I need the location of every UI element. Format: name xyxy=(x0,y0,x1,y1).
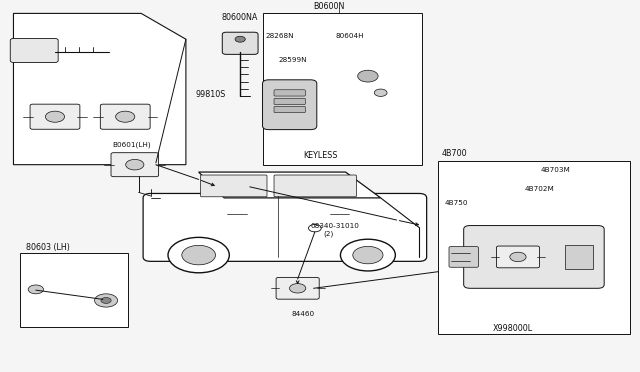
Text: X998000L: X998000L xyxy=(492,324,532,333)
Text: 80604H: 80604H xyxy=(336,32,365,39)
FancyBboxPatch shape xyxy=(276,278,319,299)
Circle shape xyxy=(95,294,118,307)
FancyBboxPatch shape xyxy=(222,32,258,54)
Text: 28599N: 28599N xyxy=(278,57,307,62)
Text: 84460: 84460 xyxy=(291,311,314,317)
Text: (2): (2) xyxy=(323,231,333,237)
Text: KEYLESS: KEYLESS xyxy=(303,151,337,160)
Circle shape xyxy=(28,285,44,294)
FancyBboxPatch shape xyxy=(274,106,305,113)
Circle shape xyxy=(116,111,135,122)
Text: 4B703M: 4B703M xyxy=(540,167,570,173)
Circle shape xyxy=(182,246,216,265)
Text: 28268N: 28268N xyxy=(266,32,294,39)
FancyBboxPatch shape xyxy=(464,225,604,288)
Circle shape xyxy=(289,283,306,293)
Text: 4B750: 4B750 xyxy=(445,201,468,206)
Text: 99810S: 99810S xyxy=(195,90,226,99)
FancyBboxPatch shape xyxy=(449,247,478,267)
FancyBboxPatch shape xyxy=(10,38,58,62)
Circle shape xyxy=(168,237,229,273)
Text: 80603 (LH): 80603 (LH) xyxy=(26,243,70,252)
Bar xyxy=(438,161,630,334)
Text: B0600N: B0600N xyxy=(314,1,345,10)
Text: 4B700: 4B700 xyxy=(442,149,467,158)
Circle shape xyxy=(510,252,526,262)
Polygon shape xyxy=(198,172,381,198)
Circle shape xyxy=(45,111,65,122)
FancyBboxPatch shape xyxy=(143,193,427,262)
Text: 80600NA: 80600NA xyxy=(222,13,259,22)
Text: B0601(LH): B0601(LH) xyxy=(113,141,151,148)
Text: 08340-31010: 08340-31010 xyxy=(310,222,359,228)
Bar xyxy=(262,13,422,165)
FancyBboxPatch shape xyxy=(274,90,305,96)
Circle shape xyxy=(235,36,245,42)
FancyBboxPatch shape xyxy=(100,104,150,129)
FancyBboxPatch shape xyxy=(30,104,80,129)
Circle shape xyxy=(374,89,387,96)
Circle shape xyxy=(353,246,383,264)
Text: 4B702M: 4B702M xyxy=(524,186,554,192)
FancyBboxPatch shape xyxy=(200,175,267,197)
Circle shape xyxy=(125,160,144,170)
FancyBboxPatch shape xyxy=(262,80,317,129)
FancyBboxPatch shape xyxy=(111,153,159,177)
FancyBboxPatch shape xyxy=(274,175,356,197)
FancyBboxPatch shape xyxy=(564,245,593,269)
FancyBboxPatch shape xyxy=(497,246,540,268)
FancyBboxPatch shape xyxy=(274,98,305,105)
Polygon shape xyxy=(13,13,186,165)
Bar xyxy=(20,253,129,327)
Circle shape xyxy=(358,70,378,82)
Circle shape xyxy=(101,298,111,304)
Circle shape xyxy=(340,239,396,271)
